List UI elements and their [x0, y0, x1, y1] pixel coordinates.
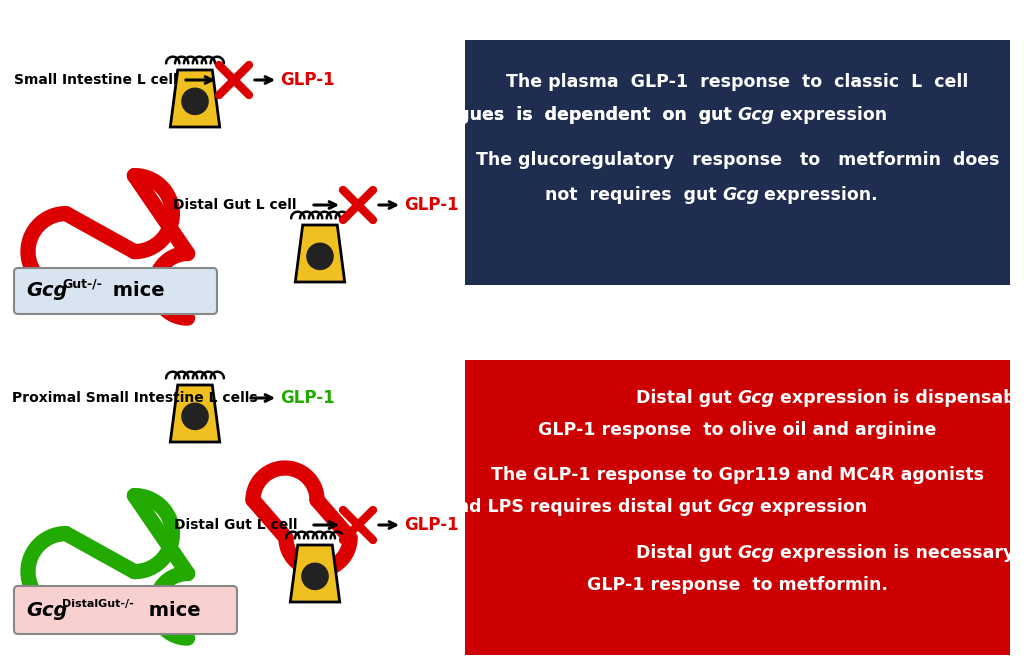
Polygon shape	[295, 225, 345, 282]
Circle shape	[307, 243, 333, 270]
Text: expression: expression	[748, 498, 866, 516]
Polygon shape	[170, 70, 220, 127]
Text: Distal Gut L cell: Distal Gut L cell	[173, 198, 297, 212]
Text: Proximal Small Intestine L cells: Proximal Small Intestine L cells	[12, 391, 258, 405]
Text: Distal Gut L cell: Distal Gut L cell	[174, 518, 298, 532]
FancyBboxPatch shape	[465, 360, 1010, 655]
FancyBboxPatch shape	[14, 268, 217, 314]
Text: expression is necessary for the: expression is necessary for the	[768, 544, 1024, 562]
Circle shape	[302, 563, 328, 590]
Text: Gcg: Gcg	[723, 186, 760, 204]
Text: mice: mice	[106, 282, 165, 301]
Text: Gcg: Gcg	[26, 282, 68, 301]
Text: GLP-1 response  to olive oil and arginine: GLP-1 response to olive oil and arginine	[539, 421, 937, 439]
Text: The GLP-1 response to Gpr119 and MC4R agonists: The GLP-1 response to Gpr119 and MC4R ag…	[490, 466, 984, 484]
Text: Gcg: Gcg	[737, 544, 774, 562]
Text: expression is dispensable  for the: expression is dispensable for the	[768, 389, 1024, 407]
Text: The plasma  GLP-1  response  to  classic  L  cell: The plasma GLP-1 response to classic L c…	[506, 73, 969, 91]
Text: Gcg: Gcg	[718, 498, 755, 516]
Text: Distal gut: Distal gut	[636, 389, 737, 407]
Text: GLP-1: GLP-1	[404, 196, 459, 214]
Text: Gcg: Gcg	[26, 602, 68, 620]
Text: GLP-1: GLP-1	[404, 516, 459, 534]
Circle shape	[182, 88, 208, 114]
Text: Distal gut: Distal gut	[636, 544, 737, 562]
Text: mice: mice	[142, 602, 201, 620]
Text: secretagogues  is  dependent  on  gut: secretagogues is dependent on gut	[359, 106, 737, 124]
Text: not  requires  gut: not requires gut	[545, 186, 723, 204]
Text: The glucoregulatory   response   to   metformin  does: The glucoregulatory response to metformi…	[476, 151, 999, 169]
Text: DistalGut-/-: DistalGut-/-	[62, 599, 134, 609]
FancyBboxPatch shape	[465, 40, 1010, 285]
Text: Gcg: Gcg	[737, 106, 774, 124]
Text: Small Intestine L cell: Small Intestine L cell	[14, 73, 177, 87]
Text: Gcg: Gcg	[737, 389, 774, 407]
Text: expression: expression	[768, 106, 887, 124]
Circle shape	[182, 403, 208, 430]
Text: Gut-/-: Gut-/-	[62, 278, 101, 291]
Text: GLP-1: GLP-1	[280, 389, 335, 407]
Text: GLP-1 response  to metformin.: GLP-1 response to metformin.	[587, 576, 888, 594]
Polygon shape	[170, 385, 220, 442]
FancyBboxPatch shape	[14, 586, 237, 634]
Text: and LPS requires distal gut: and LPS requires distal gut	[444, 498, 718, 516]
Text: secretagogues  is  dependent  on  gut: secretagogues is dependent on gut	[359, 106, 737, 124]
Polygon shape	[290, 545, 340, 602]
Text: GLP-1: GLP-1	[280, 71, 335, 89]
Text: expression.: expression.	[753, 186, 879, 204]
